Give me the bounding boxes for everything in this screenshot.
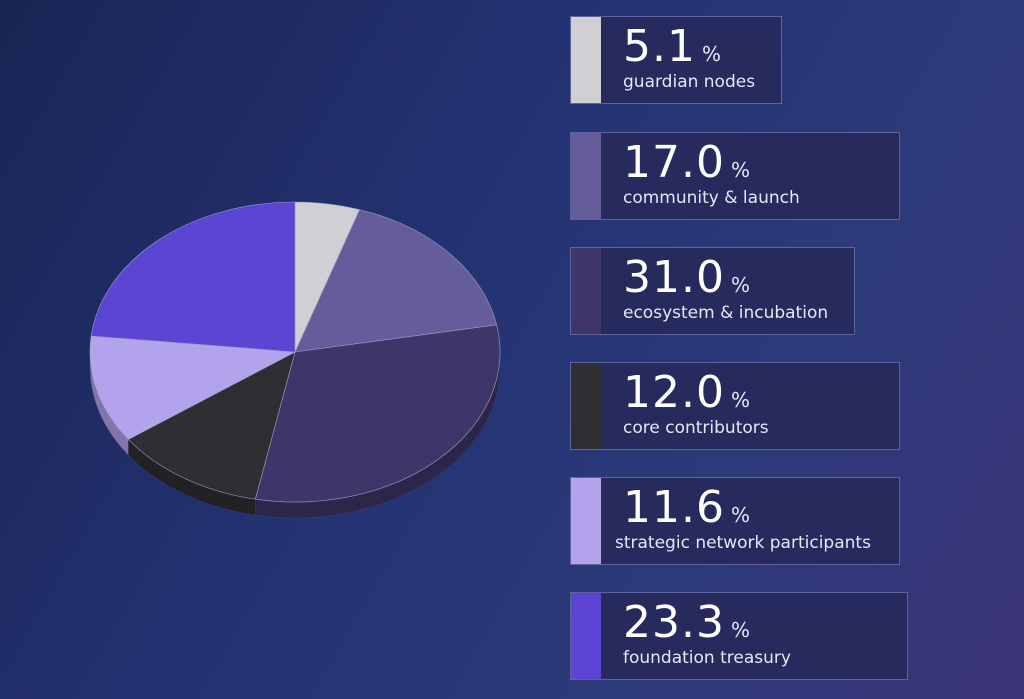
legend-label: guardian nodes [623,72,756,92]
legend-swatch [571,17,601,103]
legend-value: 31.0 [623,252,725,303]
legend-card-ecosystem-incubation: 31.0% ecosystem & incubation [570,247,855,335]
pie-chart [89,201,501,519]
pie-slice [294,209,497,353]
legend-value: 17.0 [623,137,725,188]
legend-unit: % [730,273,751,297]
legend-label: strategic network participants [615,533,871,553]
legend-value: 23.3 [623,597,725,648]
legend-value: 5.1 [623,21,696,72]
legend-card-guardian-nodes: 5.1% guardian nodes [570,16,782,104]
legend-swatch [571,133,601,219]
legend-unit: % [730,388,751,412]
legend-card-foundation-treasury: 23.3% foundation treasury [570,592,908,680]
legend-label: core contributors [623,418,769,438]
legend-swatch [571,593,601,679]
legend-swatch [571,248,601,334]
pie-slice [89,335,297,440]
legend-card-strategic-network-participants: 11.6% strategic network participants [570,477,900,565]
legend-value: 11.6 [623,482,725,533]
legend-unit: % [701,42,722,66]
legend-swatch [571,363,601,449]
legend-swatch [571,478,601,564]
legend-label: community & launch [623,188,800,208]
legend-card-community-launch: 17.0% community & launch [570,132,900,220]
pie-slice [254,324,501,503]
legend-unit: % [730,158,751,182]
legend-value: 12.0 [623,367,725,418]
legend-card-core-contributors: 12.0% core contributors [570,362,900,450]
legend-unit: % [730,618,751,642]
legend-label: foundation treasury [623,648,791,668]
pie-slice [127,351,296,500]
legend-unit: % [730,503,751,527]
legend-label: ecosystem & incubation [623,303,829,323]
pie-slice [90,201,296,353]
